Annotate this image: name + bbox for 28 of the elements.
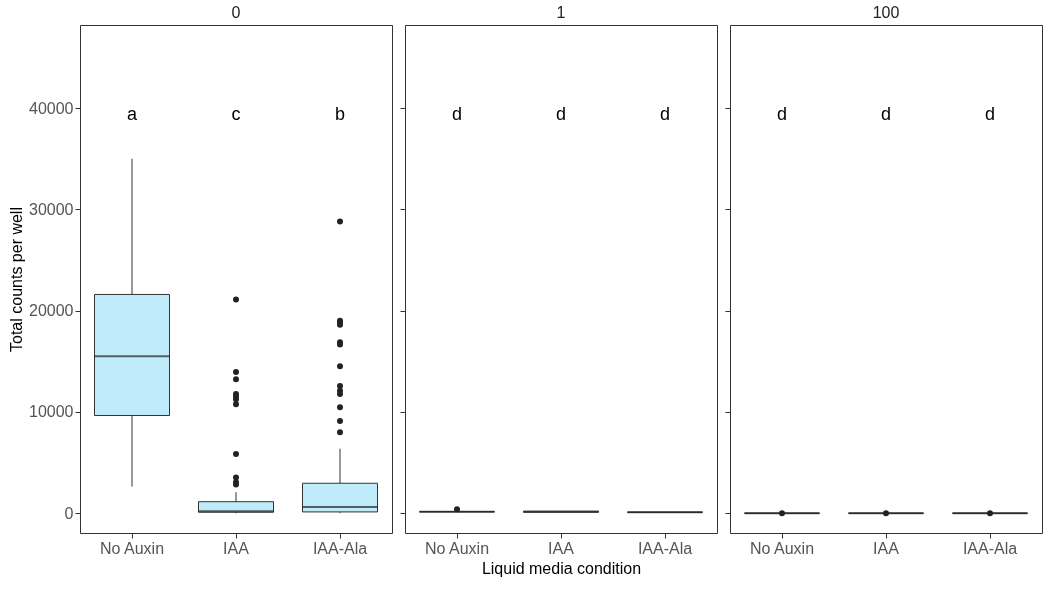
annotation: b bbox=[334, 104, 346, 124]
x-tick-label: IAA bbox=[873, 539, 900, 557]
x-tick-label: No Auxin bbox=[749, 539, 815, 557]
x-tick-label: IAA-Ala bbox=[312, 539, 368, 557]
x-tick-label: No Auxin bbox=[424, 539, 490, 557]
annotation: d bbox=[451, 104, 463, 124]
chart-title: 0 bbox=[231, 4, 241, 21]
annotation: d bbox=[984, 104, 996, 124]
annotation: d bbox=[880, 104, 892, 124]
x-tick-label: IAA bbox=[223, 539, 250, 557]
chart-title: 100 bbox=[872, 4, 900, 21]
annotation: d bbox=[555, 104, 567, 124]
x-tick-label: IAA-Ala bbox=[962, 539, 1018, 557]
chart-title: 1 bbox=[556, 4, 566, 21]
annotation: d bbox=[659, 104, 671, 124]
x-tick-label: No Auxin bbox=[99, 539, 165, 557]
y-tick-label: 30000 bbox=[29, 200, 74, 218]
x-axis-title: Liquid media condition bbox=[481, 559, 642, 577]
x-tick-label: IAA bbox=[548, 539, 575, 557]
y-tick-label: 40000 bbox=[29, 99, 74, 117]
annotation: d bbox=[776, 104, 788, 124]
y-tick-label: 10000 bbox=[29, 403, 74, 421]
y-tick-label: 20000 bbox=[29, 302, 74, 320]
x-tick-label: IAA-Ala bbox=[637, 539, 693, 557]
annotation: a bbox=[126, 104, 138, 124]
annotation: c bbox=[231, 104, 241, 124]
y-tick-label: 0 bbox=[64, 504, 74, 522]
y-axis-title: Total counts per well bbox=[8, 207, 26, 352]
